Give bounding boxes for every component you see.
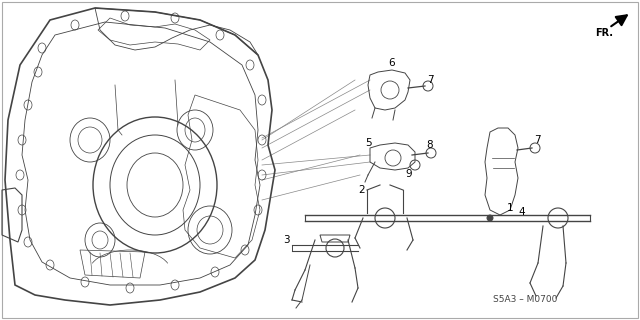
Text: 3: 3	[284, 235, 290, 245]
Text: 7: 7	[427, 75, 433, 85]
Text: 5: 5	[365, 138, 371, 148]
Text: FR.: FR.	[595, 28, 613, 38]
Text: 2: 2	[358, 185, 365, 195]
Text: 4: 4	[518, 207, 525, 217]
Text: 1: 1	[507, 203, 513, 213]
Ellipse shape	[487, 215, 493, 221]
Text: S5A3 – M0700: S5A3 – M0700	[493, 295, 557, 304]
Text: 6: 6	[388, 58, 396, 68]
Text: 7: 7	[534, 135, 540, 145]
Text: 9: 9	[405, 169, 412, 179]
Text: 8: 8	[427, 140, 433, 150]
